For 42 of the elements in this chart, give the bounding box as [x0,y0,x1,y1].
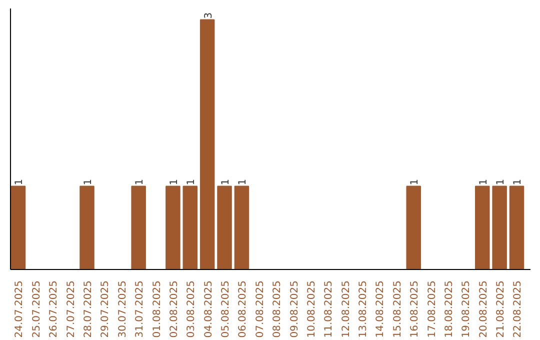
x-tick-label: 16.08.2025 [410,280,421,338]
data-label: 1 [220,178,232,186]
x-tick-label: 07.08.2025 [254,280,266,338]
x-tick-label: 15.08.2025 [392,280,404,338]
x-tick-label: 27.07.2025 [66,280,77,338]
data-label: 1 [134,178,146,186]
x-tick-label: 11.08.2025 [324,280,335,338]
x-tick-label: 24.07.2025 [14,280,26,338]
x-tick-label: 08.08.2025 [272,280,284,338]
data-label: 1 [512,178,524,186]
x-tick-label: 31.07.2025 [134,280,146,338]
x-tick-label: 12.08.2025 [340,280,352,338]
x-tick-label: 18.08.2025 [444,280,455,338]
x-tick-label: 19.08.2025 [461,280,472,338]
x-tick-label: 02.08.2025 [168,280,180,338]
x-tick-label: 03.08.2025 [186,280,198,338]
data-label: 1 [82,178,94,186]
x-tick-label: 09.08.2025 [289,280,300,338]
x-tick-label: 10.08.2025 [306,280,318,338]
x-tick-label: 14.08.2025 [375,280,386,338]
x-tick-label: 13.08.2025 [358,280,370,338]
data-label: 1 [168,178,180,186]
data-label: 3 [203,12,214,19]
data-label: 1 [238,178,249,186]
x-tick-label: 21.08.2025 [496,280,507,338]
x-tick-label: 20.08.2025 [478,280,490,338]
x-tick-label: 17.08.2025 [426,280,438,338]
data-label: 1 [186,178,198,186]
x-tick-label: 22.08.2025 [512,280,524,338]
data-label: 1 [496,178,507,186]
data-label: 1 [410,178,421,186]
x-tick-label: 29.07.2025 [100,280,112,338]
x-tick-label: 28.07.2025 [82,280,94,338]
x-tick-label: 25.07.2025 [31,280,42,338]
x-tick-label: 30.07.2025 [117,280,128,338]
x-tick-label: 04.08.2025 [203,280,214,338]
x-tick-label: 26.07.2025 [48,280,60,338]
x-tick-label: 01.08.2025 [152,280,163,338]
x-tick-label: 06.08.2025 [238,280,249,338]
data-label: 1 [478,178,490,186]
data-label: 1 [14,178,26,186]
x-tick-label: 05.08.2025 [220,280,232,338]
